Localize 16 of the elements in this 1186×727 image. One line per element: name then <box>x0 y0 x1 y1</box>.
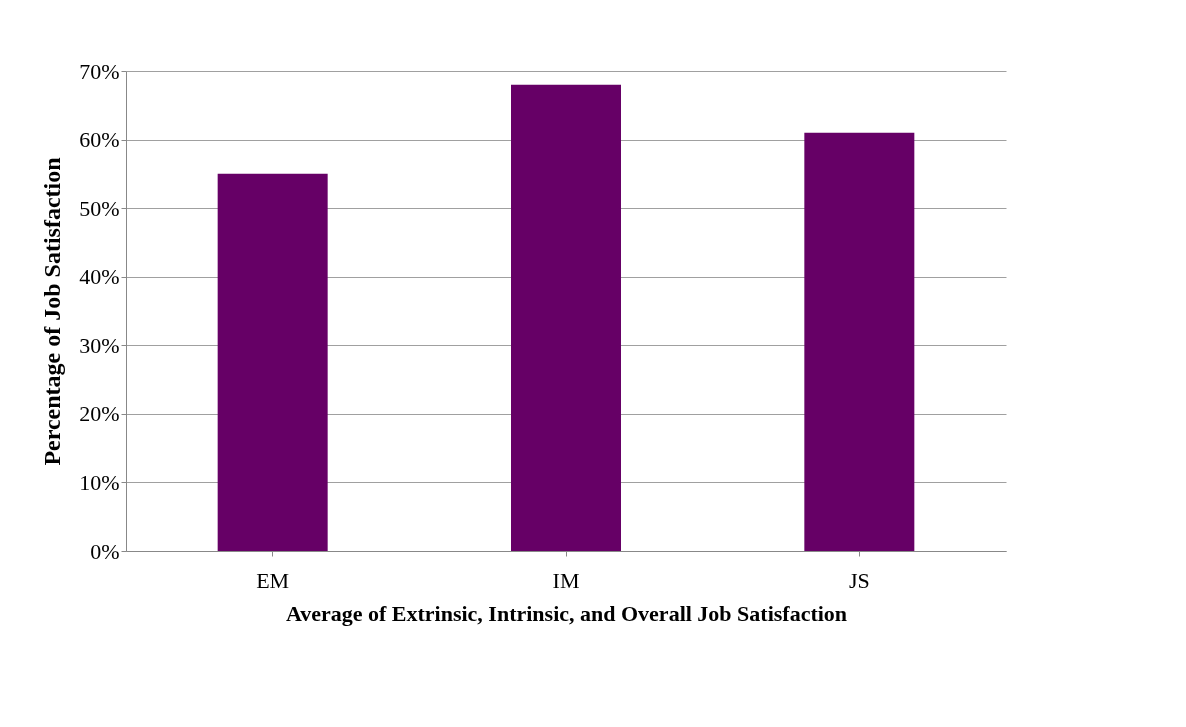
x-tick-label: JS <box>848 567 870 593</box>
y-tick-label: 70% <box>79 58 120 84</box>
y-tick-label: 40% <box>79 264 120 290</box>
y-tick-label: 60% <box>79 127 120 153</box>
bar <box>217 173 328 551</box>
y-tick-label: 50% <box>79 195 120 221</box>
x-tick-label: EM <box>256 567 290 593</box>
bar <box>804 132 915 551</box>
y-tick-label: 10% <box>79 469 120 495</box>
x-axis-title: Average of Extrinsic, Intrinsic, and Overall Job Satisfaction <box>285 600 848 626</box>
y-axis-title: Percentage of Job Satisfaction <box>39 157 66 466</box>
x-tick-label: IM <box>552 567 580 593</box>
bar <box>511 84 621 551</box>
y-tick-label: 30% <box>79 332 120 358</box>
y-tick-label: 0% <box>90 538 120 564</box>
y-tick-label: 20% <box>79 401 120 427</box>
